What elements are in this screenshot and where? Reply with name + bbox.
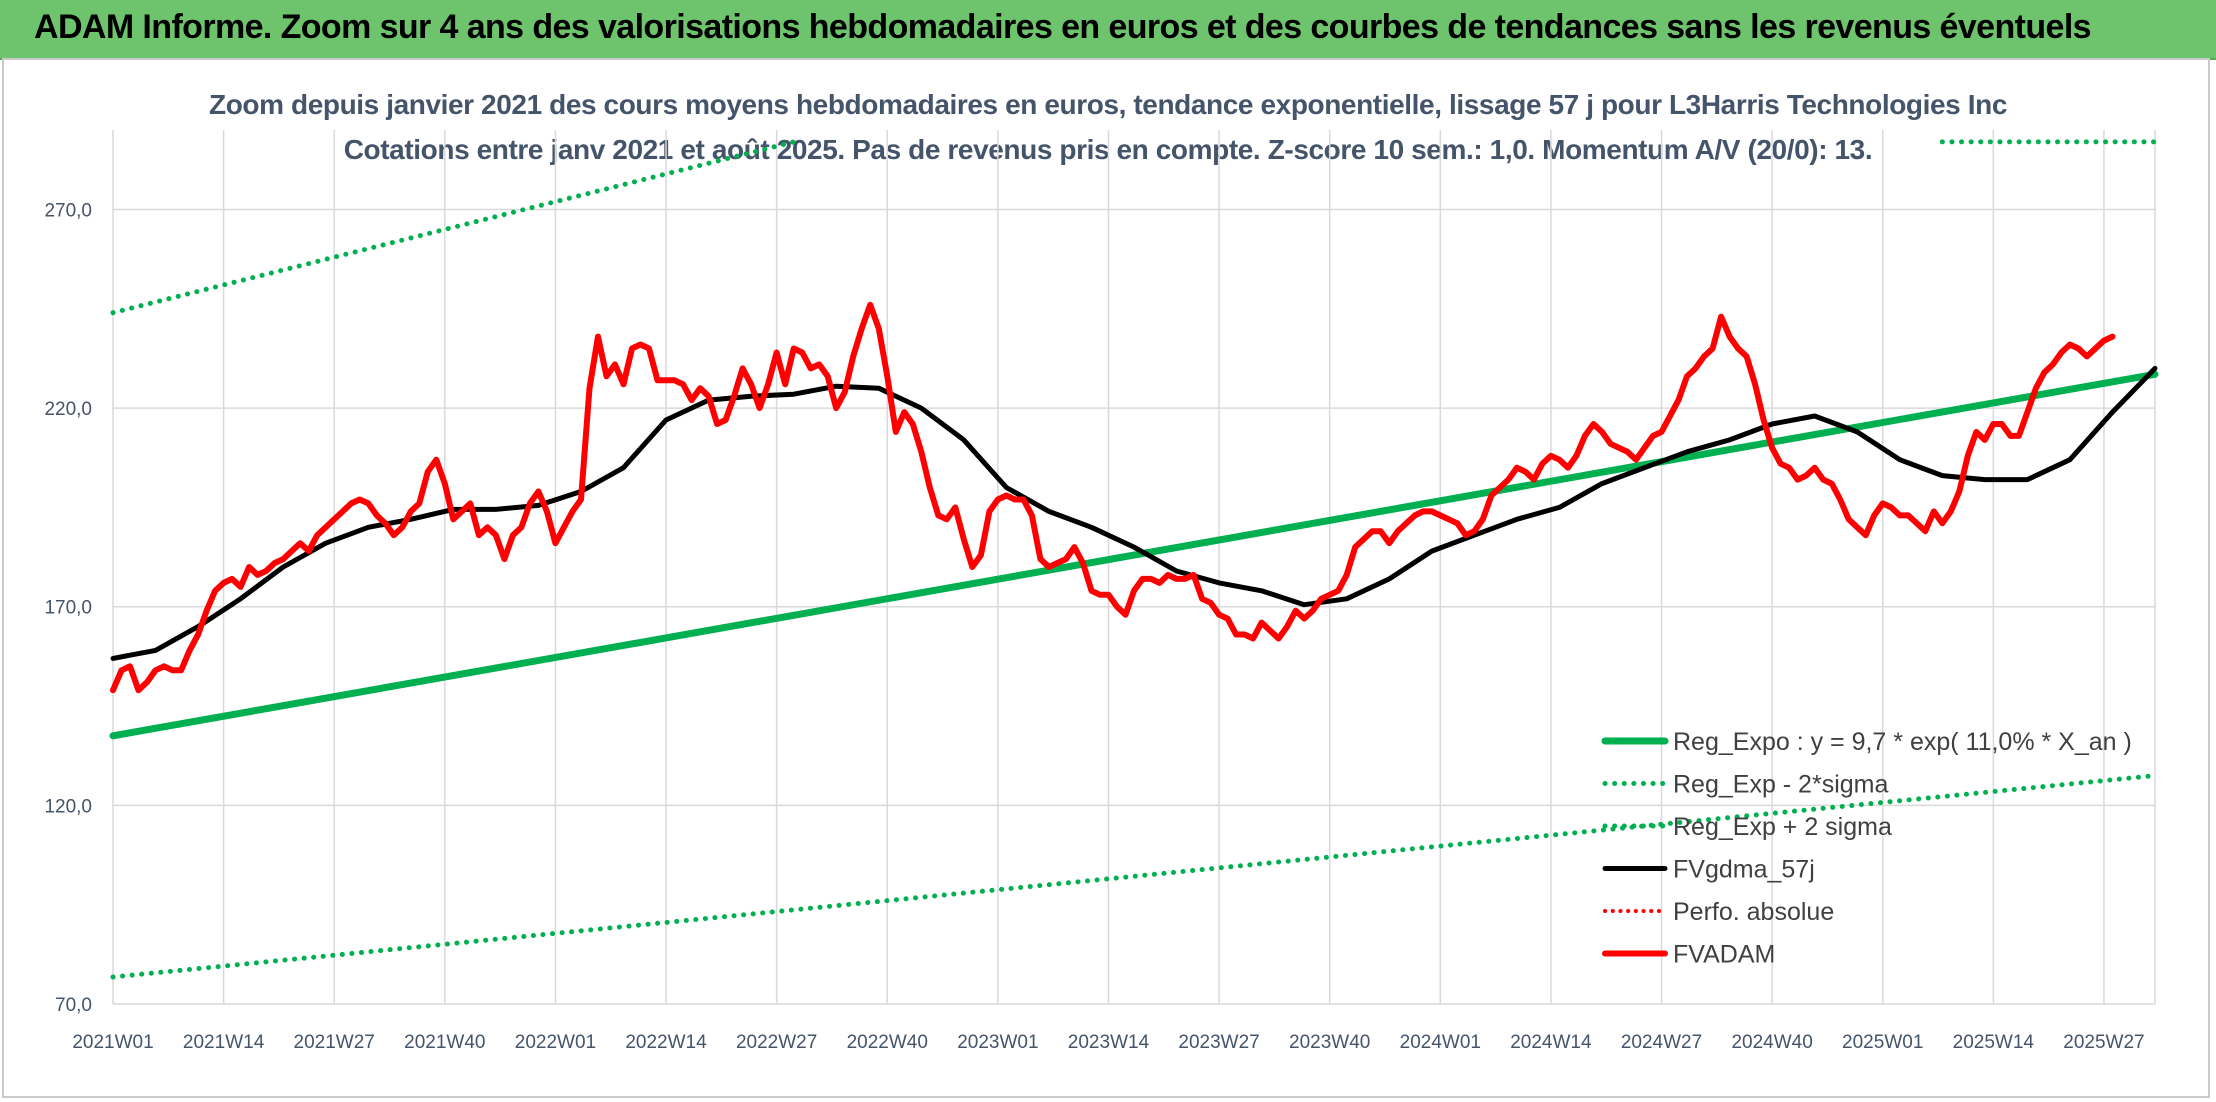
- x-tick-label: 2025W14: [1953, 1032, 2035, 1053]
- x-axis-ticks: 2021W01 2021W14 2021W27 2021W40 2022W01 2022W…: [72, 1032, 2144, 1053]
- legend-label: FVgdma_57j: [1673, 856, 1815, 884]
- x-tick-label: 2024W40: [1731, 1032, 1812, 1053]
- chart-legend: Reg_Expo : y = 9,7 * exp( 11,0% * X_an )…: [1601, 728, 2132, 969]
- x-tick-label: 2024W01: [1400, 1032, 1481, 1053]
- y-tick-label: 170,0: [44, 598, 92, 619]
- report-title: ADAM Informe. Zoom sur 4 ans des valoris…: [34, 8, 2092, 46]
- y-axis-ticks: 70,0 120,0 170,0 220,0 270,0: [44, 200, 92, 1016]
- x-tick-label: 2024W27: [1621, 1032, 1702, 1053]
- y-tick-label: 70,0: [55, 995, 92, 1016]
- x-tick-label: 2023W14: [1068, 1032, 1150, 1053]
- report-banner: ADAM Informe. Zoom sur 4 ans des valoris…: [0, 0, 2216, 60]
- x-tick-label: 2023W27: [1178, 1032, 1259, 1053]
- x-tick-label: 2022W14: [625, 1032, 707, 1053]
- x-tick-label: 2021W27: [294, 1032, 375, 1053]
- chart-frame: [2, 58, 2210, 1098]
- x-tick-label: 2021W14: [183, 1032, 265, 1053]
- x-tick-label: 2021W40: [404, 1032, 485, 1053]
- series-reg-exp-2-sigma: [110, 139, 797, 316]
- x-tick-label: 2023W01: [957, 1032, 1038, 1053]
- x-tick-label: 2021W01: [72, 1032, 153, 1053]
- x-tick-label: 2023W40: [1289, 1032, 1370, 1053]
- legend-label: Reg_Exp + 2 sigma: [1673, 813, 1892, 841]
- series-lines: [109, 139, 2159, 980]
- series-reg-expo-y-9-7-exp-11-0-x-an: [109, 370, 2159, 740]
- x-tick-label: 2025W27: [2063, 1032, 2144, 1053]
- y-tick-label: 120,0: [44, 796, 92, 817]
- legend-label: Reg_Expo : y = 9,7 * exp( 11,0% * X_an ): [1673, 728, 2132, 756]
- y-tick-label: 270,0: [44, 200, 92, 221]
- x-tick-label: 2022W27: [736, 1032, 817, 1053]
- x-tick-label: 2024W14: [1510, 1032, 1592, 1053]
- series-fvadam: [110, 301, 2116, 694]
- x-tick-label: 2025W01: [1842, 1032, 1923, 1053]
- legend-label: Perfo. absolue: [1673, 898, 1834, 926]
- x-tick-label: 2022W40: [847, 1032, 928, 1053]
- gridlines: [112, 130, 2156, 1005]
- y-tick-label: 220,0: [44, 399, 92, 420]
- legend-label: Reg_Exp - 2*sigma: [1673, 771, 1888, 799]
- series-reg-exp-2-sigma: [110, 773, 2158, 980]
- x-tick-label: 2022W01: [515, 1032, 596, 1053]
- chart-title-line1: Zoom depuis janvier 2021 des cours moyen…: [209, 89, 2007, 120]
- legend-label: FVADAM: [1673, 941, 1775, 969]
